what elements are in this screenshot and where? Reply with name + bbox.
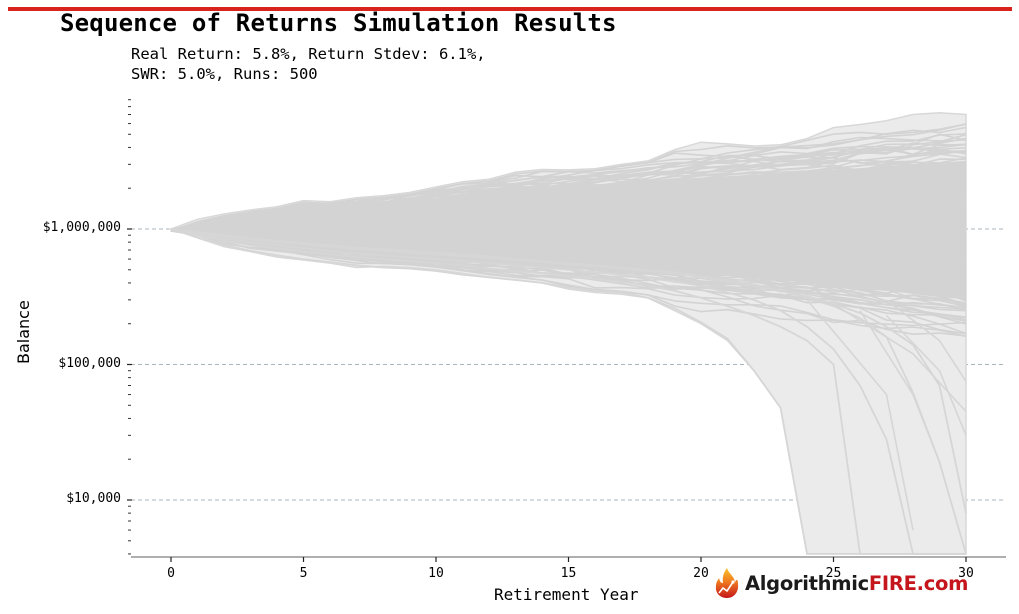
x-tick-label: 15 bbox=[560, 566, 577, 581]
y-tick-label: $1,000,000 bbox=[42, 220, 121, 235]
run-line-depleted_run_c bbox=[170, 228, 966, 555]
subtitle-line-2: SWR: 5.0%, Runs: 500 bbox=[131, 65, 318, 83]
brand-logo: AlgorithmicFIRE.com bbox=[712, 566, 968, 600]
y-tick-label: $10,000 bbox=[66, 491, 121, 506]
x-tick-label: 20 bbox=[693, 566, 709, 581]
x-tick-label: 25 bbox=[825, 566, 842, 581]
subtitle-line-1: Real Return: 5.8%, Return Stdev: 6.1%, bbox=[131, 45, 486, 63]
accent-bar bbox=[8, 7, 1012, 11]
flame-chart-icon bbox=[715, 568, 739, 598]
x-tick-label: 0 bbox=[167, 566, 175, 581]
brand-name: AlgorithmicFIRE.com bbox=[745, 571, 969, 595]
x-tick-label: 5 bbox=[299, 566, 308, 581]
x-tick-label: 30 bbox=[958, 566, 974, 581]
y-tick-label: $100,000 bbox=[58, 355, 121, 371]
run-line-depleted_run_a bbox=[170, 228, 966, 555]
run-line-depleted_run_d bbox=[170, 228, 967, 555]
x-axis-label: Retirement Year bbox=[494, 585, 639, 604]
run-line-depleted_run_b bbox=[170, 228, 966, 555]
chart-subtitle: Real Return: 5.8%, Return Stdev: 6.1%, S… bbox=[131, 44, 486, 84]
x-tick-label: 10 bbox=[428, 566, 444, 581]
chart-title: Sequence of Returns Simulation Results bbox=[60, 9, 617, 37]
density-core bbox=[171, 160, 966, 300]
